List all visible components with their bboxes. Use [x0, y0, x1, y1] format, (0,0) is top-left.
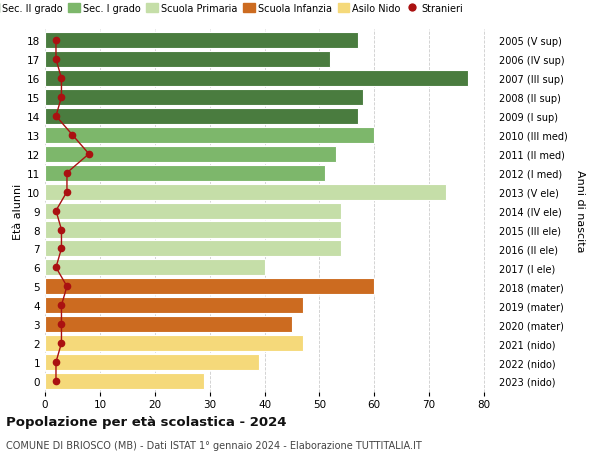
Bar	[45, 279, 374, 295]
Bar	[45, 260, 265, 276]
Bar	[45, 241, 341, 257]
Bar	[45, 90, 363, 106]
Y-axis label: Anni di nascita: Anni di nascita	[575, 170, 584, 252]
Bar	[45, 52, 331, 68]
Bar	[45, 336, 303, 352]
Bar	[45, 316, 292, 332]
Bar	[45, 109, 358, 125]
Bar	[45, 297, 303, 313]
Bar	[45, 184, 446, 200]
Bar	[45, 33, 358, 49]
Bar	[45, 165, 325, 181]
Bar	[45, 354, 259, 370]
Y-axis label: Età alunni: Età alunni	[13, 183, 23, 239]
Text: Popolazione per età scolastica - 2024: Popolazione per età scolastica - 2024	[6, 415, 287, 428]
Bar	[45, 373, 204, 389]
Bar	[45, 203, 341, 219]
Legend: Sec. II grado, Sec. I grado, Scuola Primaria, Scuola Infanzia, Asilo Nido, Stran: Sec. II grado, Sec. I grado, Scuola Prim…	[0, 4, 463, 14]
Bar	[45, 71, 467, 87]
Bar	[45, 128, 374, 144]
Bar	[45, 146, 336, 162]
Text: COMUNE DI BRIOSCO (MB) - Dati ISTAT 1° gennaio 2024 - Elaborazione TUTTITALIA.IT: COMUNE DI BRIOSCO (MB) - Dati ISTAT 1° g…	[6, 440, 422, 450]
Bar	[45, 222, 341, 238]
